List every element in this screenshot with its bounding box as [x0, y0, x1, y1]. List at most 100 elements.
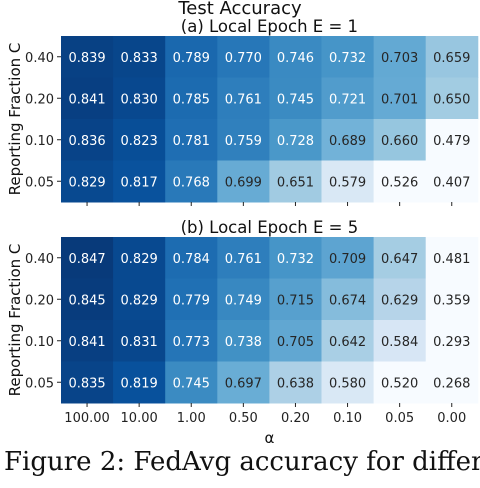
heatmap-cell — [61, 278, 114, 321]
cell-value-label: 0.732 — [277, 252, 314, 267]
cell-value-label: 0.638 — [277, 376, 314, 391]
cell-value-label: 0.580 — [329, 376, 366, 391]
heatmap-cell — [113, 278, 166, 321]
cell-value-label: 0.841 — [68, 335, 105, 350]
heatmap-cell — [425, 119, 479, 161]
cell-value-label: 0.761 — [225, 92, 262, 107]
heatmap-cell — [165, 361, 218, 404]
heatmap-cell — [321, 36, 375, 78]
x-tick-label: 0.05 — [385, 411, 414, 426]
cell-value-label: 0.738 — [225, 335, 262, 350]
heatmap-cell — [425, 77, 479, 120]
heatmap-cell — [217, 320, 270, 362]
cell-value-label: 0.629 — [381, 293, 418, 308]
heatmap-cell — [61, 36, 114, 78]
cell-value-label: 0.359 — [433, 293, 470, 308]
heatmap-cell — [269, 278, 322, 321]
cell-value-label: 0.732 — [329, 51, 366, 66]
cell-value-label: 0.761 — [225, 252, 262, 267]
heatmap-cell — [61, 77, 114, 120]
cell-value-label: 0.847 — [68, 252, 105, 267]
heatmap-cell — [269, 361, 322, 404]
cell-value-label: 0.749 — [225, 293, 262, 308]
y-tick-label: 0.10 — [25, 134, 54, 149]
cell-value-label: 0.721 — [329, 92, 366, 107]
x-tick-label: 100.00 — [64, 411, 110, 426]
heatmap-cell — [269, 160, 322, 203]
heatmap-cell — [165, 160, 218, 203]
heatmap-cell — [165, 119, 218, 161]
cell-value-label: 0.660 — [381, 134, 418, 149]
cell-value-label: 0.689 — [329, 134, 366, 149]
y-tick-label: 0.40 — [25, 252, 54, 267]
cell-value-label: 0.830 — [121, 92, 158, 107]
cell-value-label: 0.770 — [225, 51, 262, 66]
y-axis-label: Reporting Fraction C — [6, 244, 24, 397]
x-tick-label: 0.00 — [437, 411, 466, 426]
heatmap-cell — [61, 119, 114, 161]
x-tick-label: 1.00 — [177, 411, 206, 426]
heatmap-cell — [425, 160, 479, 203]
cell-value-label: 0.479 — [433, 134, 470, 149]
cell-value-label: 0.833 — [121, 51, 158, 66]
cell-value-label: 0.829 — [121, 293, 158, 308]
heatmap-cell — [113, 160, 166, 203]
cell-value-label: 0.789 — [173, 51, 210, 66]
cell-value-label: 0.697 — [225, 376, 262, 391]
x-tick-label: 0.50 — [229, 411, 258, 426]
heatmap-cell — [61, 160, 114, 203]
cell-value-label: 0.823 — [121, 134, 158, 149]
heatmap-cell — [165, 237, 218, 279]
cell-value-label: 0.481 — [433, 252, 470, 267]
y-tick-label: 0.20 — [25, 293, 54, 308]
heatmap-cell — [321, 278, 375, 321]
cell-value-label: 0.781 — [173, 134, 210, 149]
heatmap-cell — [425, 237, 479, 279]
cell-value-label: 0.674 — [329, 293, 366, 308]
heatmap-cell — [61, 361, 114, 404]
y-axis-label: Reporting Fraction C — [6, 43, 24, 196]
y-tick-label: 0.10 — [25, 335, 54, 350]
cell-value-label: 0.831 — [121, 335, 158, 350]
x-tick-label: 10.00 — [121, 411, 158, 426]
y-tick-label: 0.40 — [25, 51, 54, 66]
heatmap-cell — [269, 119, 322, 161]
cell-value-label: 0.584 — [381, 335, 418, 350]
heatmap-cell — [165, 320, 218, 362]
cell-value-label: 0.703 — [381, 51, 418, 66]
heatmap-cell — [61, 320, 114, 362]
heatmap-cell — [321, 160, 375, 203]
heatmap-cell — [373, 237, 427, 279]
panel-title: (a) Local Epoch E = 1 — [181, 17, 358, 36]
heatmap-cell — [373, 361, 427, 404]
cell-value-label: 0.768 — [173, 175, 210, 190]
heatmap-cell — [113, 237, 166, 279]
heatmap-cell — [165, 77, 218, 120]
heatmap-cell — [425, 320, 479, 362]
heatmap-cell — [217, 237, 270, 279]
cell-value-label: 0.579 — [329, 175, 366, 190]
heatmap-cell — [113, 320, 166, 362]
cell-value-label: 0.659 — [433, 51, 470, 66]
cell-value-label: 0.268 — [433, 376, 470, 391]
cell-value-label: 0.701 — [381, 92, 418, 107]
heatmap-cell — [165, 278, 218, 321]
cell-value-label: 0.817 — [121, 175, 158, 190]
heatmap-panel: (a) Local Epoch E = 1 0.839 0.833 0.789 0.77… — [6, 17, 479, 206]
heatmap-cell — [425, 361, 479, 404]
heatmap-cell — [269, 320, 322, 362]
y-tick-label: 0.20 — [25, 92, 54, 107]
cell-value-label: 0.647 — [381, 252, 418, 267]
heatmap-cell — [113, 36, 166, 78]
cell-value-label: 0.836 — [68, 134, 105, 149]
heatmap-figure: Test Accuracy (a) Local Epoch E = 1 0.839… — [6, 0, 479, 447]
figure-title: Test Accuracy — [177, 0, 302, 19]
cell-value-label: 0.773 — [173, 335, 210, 350]
heatmap-cell — [425, 278, 479, 321]
cell-value-label: 0.829 — [121, 252, 158, 267]
heatmap-cell — [373, 320, 427, 362]
heatmap-cell — [373, 119, 427, 161]
cell-value-label: 0.745 — [173, 376, 210, 391]
heatmap-cell — [373, 278, 427, 321]
heatmap-cell — [269, 237, 322, 279]
